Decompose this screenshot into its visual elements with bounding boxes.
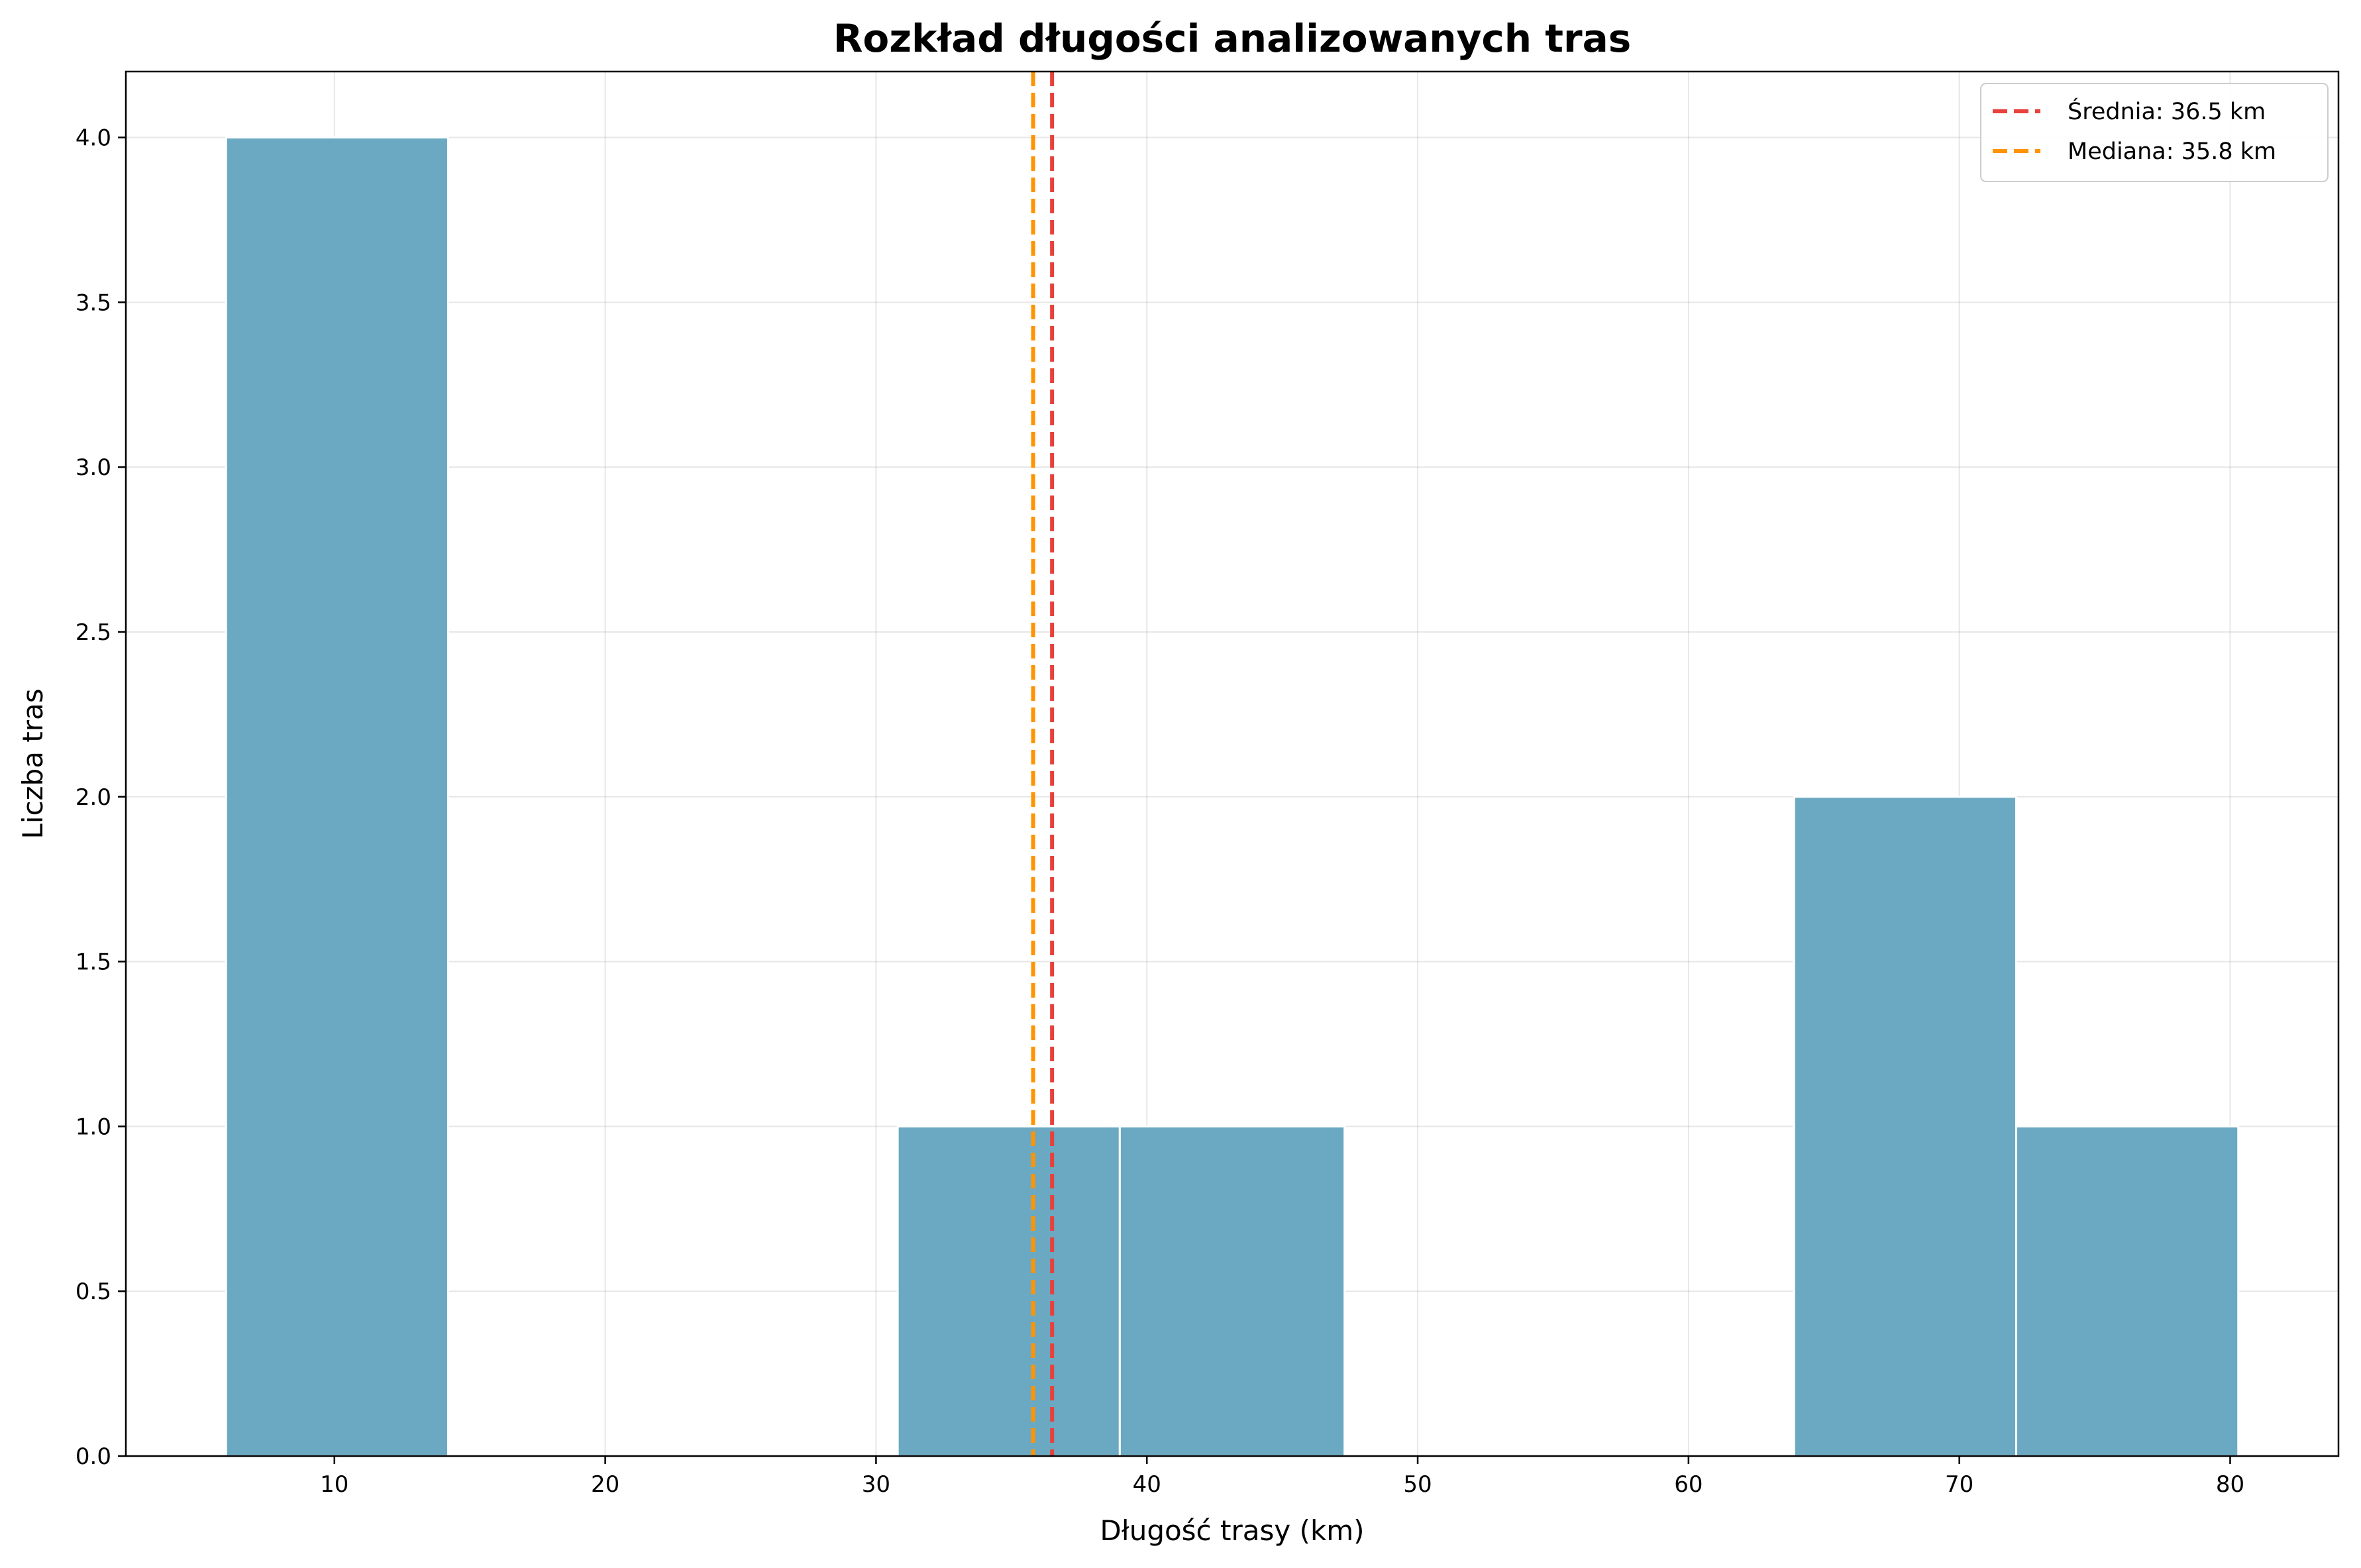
histogram-bar-1 — [225, 136, 449, 1457]
x-tick-label: 30 — [862, 1471, 890, 1498]
y-tick-label: 1.0 — [76, 1114, 111, 1140]
y-axis-label: Liczba tras — [17, 688, 49, 839]
y-tick-label: 1.5 — [76, 949, 111, 976]
axis-ticks: 10 20 30 40 50 60 70 80 0.0 0.5 1.0 1.5 2.0 2.5 3.0 3.5… — [76, 125, 2244, 1498]
histogram-bar-2 — [896, 1125, 1121, 1457]
x-tick-label: 60 — [1674, 1471, 1703, 1498]
legend-median-label: Mediana: 35.8 km — [2068, 138, 2276, 165]
legend: Średnia: 36.5 km Mediana: 35.8 km — [1980, 83, 2329, 182]
histogram-bars — [225, 136, 2240, 1457]
y-tick-label: 2.5 — [76, 619, 111, 646]
y-tick-label: 0.0 — [76, 1443, 111, 1470]
y-tick-label: 4.0 — [76, 125, 111, 152]
chart-title: Rozkład długości analizowanych tras — [833, 16, 1632, 61]
y-tick-label: 0.5 — [76, 1279, 111, 1305]
y-tick-label: 2.0 — [76, 784, 111, 811]
legend-mean-label: Średnia: 36.5 km — [2068, 97, 2266, 125]
x-axis-label: Długość trasy (km) — [1100, 1514, 1364, 1547]
legend-box — [1980, 83, 2329, 182]
y-tick-label: 3.5 — [76, 289, 111, 316]
histogram-bar-3 — [1118, 1125, 1346, 1457]
x-tick-label: 80 — [2216, 1471, 2244, 1498]
x-tick-label: 70 — [1945, 1471, 1973, 1498]
histogram-bar-4 — [1793, 796, 2018, 1457]
y-tick-label: 3.0 — [76, 454, 111, 481]
plot-frame — [125, 70, 2340, 1457]
x-tick-label: 40 — [1133, 1471, 1161, 1498]
histogram-bar-5 — [2015, 1125, 2240, 1457]
x-tick-label: 20 — [591, 1471, 619, 1498]
reference-lines — [1031, 72, 1055, 1456]
x-tick-label: 50 — [1403, 1471, 1432, 1498]
x-tick-label: 10 — [320, 1471, 348, 1498]
